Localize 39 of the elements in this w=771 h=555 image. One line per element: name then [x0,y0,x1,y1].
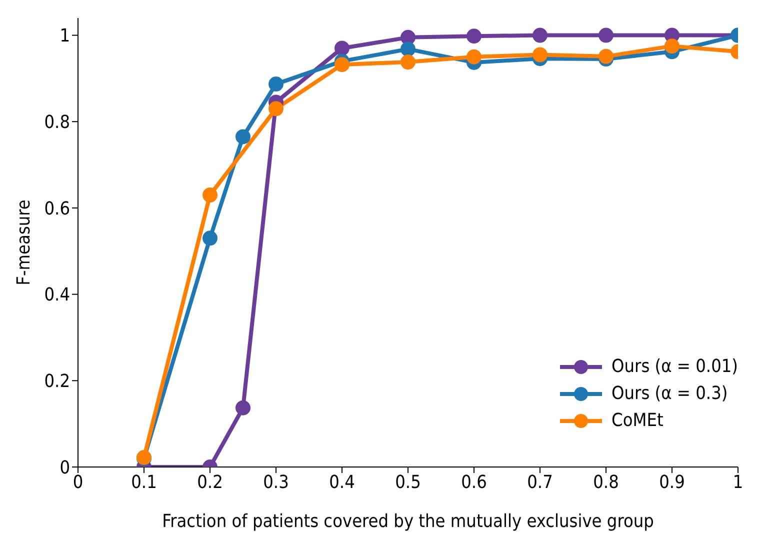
point [236,129,250,144]
point [664,38,680,54]
x-tick-label: 0.1 [131,472,157,493]
x-axis-title: Fraction of patients covered by the mutually exclusive group [162,511,654,532]
point [268,76,284,92]
point [400,42,416,57]
x-tick-label: 0.8 [593,472,619,493]
x-tick-label: 0.9 [659,472,685,493]
x-tick-label: 0 [72,472,84,493]
legend-label: Ours (α = 0.01) [612,356,738,377]
point [202,188,218,203]
x-tick-label: 0.7 [527,472,553,493]
legend-label: Ours (α = 0.3) [612,383,728,404]
point [334,57,350,72]
y-tick-label: 0.2 [44,371,70,392]
point [532,28,548,43]
point [236,400,250,416]
point [334,40,350,56]
x-tick-label: 1 [732,472,744,493]
point [466,49,482,64]
x-tick-label: 0.2 [197,472,223,493]
y-tick-label: 0.6 [44,198,70,220]
point [400,54,416,70]
point [598,48,614,64]
x-tick-label: 0.5 [395,472,421,493]
point [268,101,284,116]
point [598,28,614,43]
y-tick-label: 0 [60,457,70,478]
x-tick-label: 0.4 [329,472,355,493]
legend-label: CoMEt [612,410,664,431]
x-tick-label: 0.6 [461,472,487,493]
y-tick-label: 0.4 [44,284,70,306]
x-tick-label: 0.3 [263,472,289,493]
point [466,28,482,44]
point [202,230,218,246]
point [532,47,548,62]
y-axis-title: F-measure [13,200,34,286]
y-tick-label: 1 [60,26,70,47]
y-tick-label: 0.8 [44,112,70,134]
